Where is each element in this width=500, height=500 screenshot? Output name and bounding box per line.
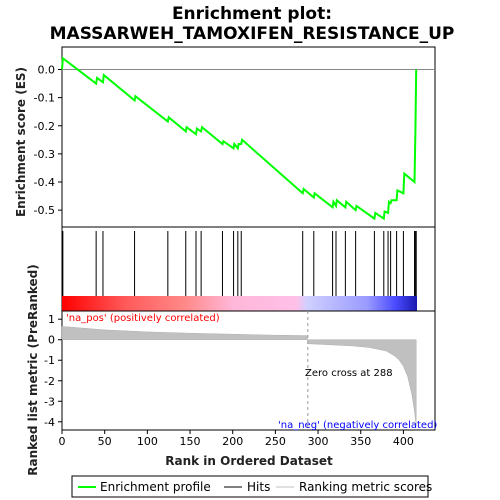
legend: Enrichment profile Hits Ranking metric s…	[71, 475, 432, 498]
enrichment-profile-line	[61, 56, 418, 221]
metric-panel: 1 0 -1 -2 -3 -4 0 50 100 150 200 250 300 350 400 'na_…	[26, 264, 437, 476]
x-ticks: 0 50 100 150 200 250 300 350 400	[59, 430, 414, 448]
legend-hits-label: Hits	[247, 480, 270, 494]
legend-metric-label: Ranking metric scores	[299, 480, 432, 494]
x-tick-label: 400	[393, 435, 414, 448]
hits-panel	[61, 226, 436, 312]
metric-y-tick-label: -3	[44, 395, 55, 408]
es-y-tick-label: 0.0	[38, 64, 56, 77]
es-y-tick-label: -0.3	[34, 148, 55, 161]
x-tick-label: 350	[350, 435, 371, 448]
es-y-tick-label: -0.1	[34, 92, 55, 105]
es-panel: 0.0 -0.1 -0.2 -0.3 -0.4 -0.5 Enrichment score…	[14, 46, 436, 228]
x-tick-label: 300	[308, 435, 329, 448]
es-panel-frame	[61, 46, 436, 228]
x-tick-label: 50	[98, 435, 112, 448]
metric-y-tick-label: -1	[44, 354, 55, 367]
es-y-tick-label: -0.2	[34, 120, 55, 133]
metric-y-tick-label: 0	[48, 334, 55, 347]
chart-title-line-2: MASSARWEH_TAMOXIFEN_RESISTANCE_UP	[50, 24, 455, 44]
metric-y-axis-label: Ranked list metric (PreRanked)	[26, 264, 40, 476]
metric-y-tick-label: -2	[44, 375, 55, 388]
x-tick-label: 0	[59, 435, 66, 448]
x-axis-label: Rank in Ordered Dataset	[165, 454, 333, 468]
metric-y-ticks: 1 0 -1 -2 -3 -4	[44, 313, 62, 429]
es-y-tick-label: -0.5	[34, 204, 55, 217]
metric-y-tick-label: 1	[48, 313, 55, 326]
legend-frame	[71, 475, 429, 498]
es-y-tick-label: -0.4	[34, 176, 55, 189]
x-tick-label: 250	[265, 435, 286, 448]
es-y-ticks: 0.0 -0.1 -0.2 -0.3 -0.4 -0.5	[34, 64, 62, 217]
x-tick-label: 100	[137, 435, 158, 448]
positive-correlation-label: 'na_pos' (positively correlated)	[66, 313, 220, 324]
ranking-metric-area	[61, 326, 417, 426]
negative-correlation-label: 'na_neg' (negatively correlated)	[278, 420, 437, 431]
hit-lines	[62, 231, 417, 296]
rank-color-bar	[62, 296, 417, 311]
metric-y-tick-label: -4	[44, 416, 55, 429]
zero-cross-label: Zero cross at 288	[305, 368, 393, 379]
es-y-axis-label: Enrichment score (ES)	[14, 67, 28, 217]
legend-enrichment-label: Enrichment profile	[100, 480, 211, 494]
x-tick-label: 200	[222, 435, 243, 448]
chart-title-line-1: Enrichment plot:	[172, 4, 332, 24]
x-tick-label: 150	[180, 435, 201, 448]
